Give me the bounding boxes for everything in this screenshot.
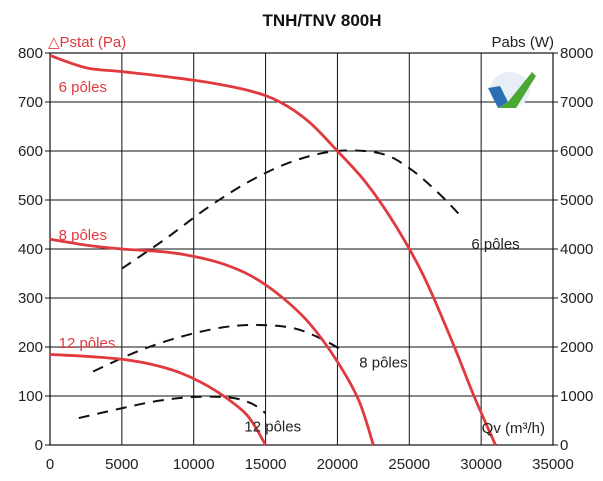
y-left-tick-label: 100 [18,388,43,405]
tick-labels: 0 5000 10000 15000 20000 25000 30000 3500001002… [18,45,593,473]
power-curve-2 [92,323,346,373]
y-right-tick-label: 6000 [560,143,593,160]
series-labels: 6 pôles 8 pôles 12 pôles 6 pôles 8 pôles 12 p… [59,79,520,435]
y-right-tick-label: 5000 [560,192,593,209]
pressure-curve-2 [49,237,375,446]
y-left-tick-label: 700 [18,94,43,111]
y-right-tick-label: 3000 [560,290,593,307]
x-tick-label: 20000 [317,456,359,473]
y-left-tick-label: 600 [18,143,43,160]
y-right-tick-label: 7000 [560,94,593,111]
pressure-curve-1 [49,54,497,446]
plot-frame [49,52,554,446]
y-right-tick-label: 4000 [560,241,593,258]
y-left-tick-label: 800 [18,45,43,62]
power-curves [78,149,461,420]
power-series-label: 8 pôles [359,355,407,372]
y-left-tick-label: 200 [18,339,43,356]
x-tick-label: 15000 [245,456,287,473]
y-right-tick-label: 1000 [560,388,593,405]
y-left-tick-label: 0 [35,437,43,454]
y-left-tick-label: 300 [18,290,43,307]
x-tick-label: 30000 [460,456,502,473]
power-series-label: 6 pôles [471,236,519,253]
y-right-tick-label: 8000 [560,45,593,62]
pressure-series-label: 12 pôles [59,335,116,352]
power-series-label: 12 pôles [244,418,301,435]
x-tick-label: 0 [46,456,54,473]
y-right-tick-label: 0 [560,437,568,454]
right-axis-label: Pabs (W) [491,34,554,51]
checkmark-logo-icon [488,72,536,108]
pressure-series-label: 8 pôles [59,227,107,244]
x-tick-label: 35000 [532,456,574,473]
pressure-series-label: 6 pôles [59,79,107,96]
y-left-tick-label: 500 [18,192,43,209]
y-right-tick-label: 2000 [560,339,593,356]
power-curve-3 [78,395,267,420]
pressure-curve-3 [49,352,267,446]
x-tick-label: 10000 [173,456,215,473]
chart-title: TNH/TNV 800H [262,11,381,30]
power-curve-1 [121,149,461,270]
pressure-curves [49,54,497,446]
x-tick-label: 25000 [388,456,430,473]
x-axis-label: Qv (m³/h) [482,420,545,437]
x-tick-label: 5000 [105,456,138,473]
y-left-tick-label: 400 [18,241,43,258]
left-axis-label: △Pstat (Pa) [48,34,126,51]
